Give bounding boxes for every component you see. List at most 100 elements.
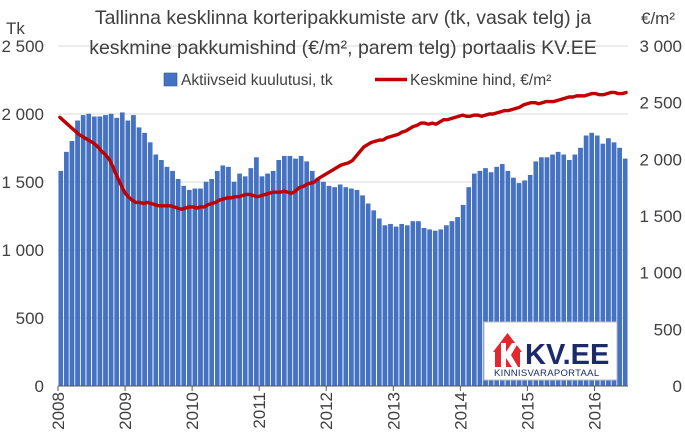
bar	[444, 225, 449, 387]
bar	[393, 226, 399, 387]
bar	[432, 230, 438, 387]
y-right-tick-labels: 0 500 1 000 1 500 2 000 2 500 3 000	[639, 37, 682, 396]
bar	[360, 195, 365, 387]
y-left-tick-label: 1 500	[1, 173, 44, 192]
x-tick-label: 2011	[250, 392, 269, 429]
x-axis-ticks: 2008 2009 2010 2011 2012 2013 2014 2015 2016	[49, 386, 604, 430]
bar	[270, 170, 276, 387]
price-line	[58, 90, 628, 211]
y-left-tick-label: 1 000	[1, 241, 44, 260]
bar	[399, 223, 405, 387]
bar	[136, 127, 142, 387]
bar	[91, 116, 97, 387]
bar	[203, 181, 209, 387]
y-left-tick-label: 2 500	[1, 37, 44, 56]
y-left-tick-label: 500	[16, 309, 44, 328]
bar	[125, 120, 131, 387]
legend-line-label: Keskmine hind, €/m²	[410, 72, 551, 89]
bar	[114, 117, 119, 387]
bar	[181, 185, 187, 387]
bar	[371, 210, 377, 387]
bar	[248, 168, 254, 387]
x-tick-label: 2013	[384, 392, 403, 430]
x-tick-label: 2010	[183, 392, 202, 430]
bar	[69, 140, 75, 387]
bar	[254, 157, 259, 387]
y-left-tick-label: 0	[35, 377, 44, 396]
y-left-tick-label: 2 000	[1, 105, 44, 124]
legend-bar-swatch	[163, 72, 178, 87]
y-right-tick-label: 0	[673, 377, 682, 396]
bar	[404, 225, 410, 387]
bar	[332, 187, 337, 387]
y-right-unit-label: €/m²	[641, 9, 675, 28]
x-tick-label: 2008	[49, 392, 68, 430]
bar	[108, 113, 114, 387]
bar	[80, 115, 86, 387]
bar	[421, 228, 427, 387]
bar	[237, 173, 242, 387]
y-left-unit-label: Tk	[6, 19, 25, 38]
y-right-tick-label: 500	[654, 320, 682, 339]
legend: Aktiivseid kuulutusi, tk Keskmine hind, …	[163, 72, 551, 89]
x-tick-label: 2015	[518, 392, 537, 430]
bar	[64, 151, 69, 387]
bar	[209, 179, 215, 387]
bar	[326, 185, 332, 387]
x-tick-label: 2016	[585, 392, 604, 430]
y-right-tick-label: 1 500	[639, 207, 682, 226]
bar	[86, 113, 92, 387]
y-left-tick-labels: 0 500 1 000 1 500 2 000 2 500	[1, 37, 44, 396]
bar	[455, 217, 460, 387]
y-right-tick-label: 3 000	[639, 37, 682, 56]
bar	[365, 203, 371, 387]
bar	[192, 188, 198, 387]
bar	[198, 188, 203, 387]
bar	[477, 170, 483, 387]
bar	[315, 177, 321, 387]
bar	[377, 218, 382, 387]
bar	[170, 170, 175, 387]
bar	[617, 147, 622, 387]
bar	[119, 112, 125, 387]
bar	[321, 181, 326, 387]
bar	[226, 166, 231, 387]
bar	[147, 142, 153, 387]
bar	[416, 221, 421, 387]
house-icon	[493, 333, 522, 367]
bar	[259, 176, 265, 387]
logo-tagline: KINNISVARAPORTAAL	[494, 368, 599, 379]
bar	[449, 221, 455, 387]
bar	[231, 181, 237, 387]
bar	[186, 189, 192, 387]
bar	[622, 158, 628, 387]
bar	[75, 120, 80, 387]
bar	[58, 170, 64, 387]
bar	[304, 161, 310, 387]
bar	[343, 187, 349, 387]
bar	[337, 184, 343, 387]
bar	[388, 223, 393, 387]
y-right-tick-label: 1 000	[639, 264, 682, 283]
bar	[242, 176, 248, 387]
bar	[466, 187, 472, 387]
logo-brand: KV.EE	[525, 339, 609, 371]
x-tick-label: 2014	[451, 392, 470, 430]
bar	[142, 132, 147, 387]
bar	[472, 173, 477, 387]
y-right-tick-label: 2 500	[639, 94, 682, 113]
legend-bar-label: Aktiivseid kuulutusi, tk	[181, 72, 333, 89]
bar	[427, 229, 432, 387]
chart-title-line-2: keskmine pakkumishind (€/m², parem telg)…	[89, 37, 597, 59]
bar	[131, 115, 136, 387]
bar	[298, 155, 304, 387]
bar	[97, 116, 103, 387]
bar	[276, 160, 282, 387]
bar	[164, 166, 170, 387]
y-right-tick-label: 2 000	[639, 150, 682, 169]
kvee-logo: KV.EE KINNISVARAPORTAAL	[483, 321, 618, 381]
bar	[265, 173, 270, 387]
bar	[349, 188, 354, 387]
chart-title-line-1: Tallinna kesklinna korteripakkumiste arv…	[95, 7, 592, 29]
